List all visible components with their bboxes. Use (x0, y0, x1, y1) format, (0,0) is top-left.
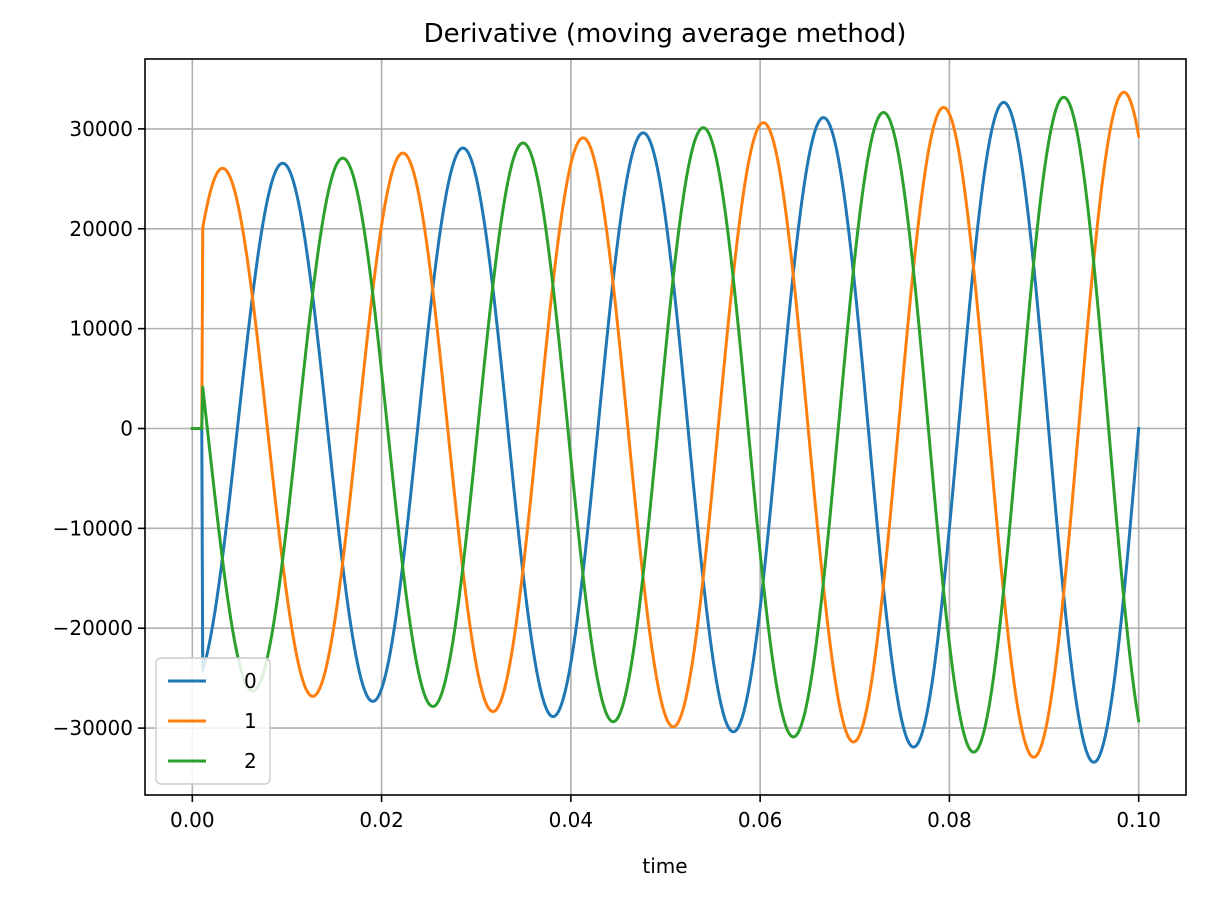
x-tick-label: 0.04 (549, 808, 594, 832)
y-axis-ticks: −30000 −20000 −10000 0 10000 20000 30000 (53, 117, 145, 740)
grid (145, 59, 1186, 795)
series-line-1 (190, 90, 1141, 759)
x-axis-label: time (642, 854, 687, 878)
x-tick-label: 0.10 (1116, 808, 1161, 832)
x-tick-label: 0.08 (927, 808, 972, 832)
legend-box (155, 657, 271, 785)
legend-label-0: 0 (244, 669, 257, 693)
axes-frame (144, 58, 1187, 796)
plot-area (190, 90, 1141, 764)
series-line-2 (190, 95, 1141, 754)
x-axis-ticks: 0.00 0.02 0.04 0.06 0.08 0.10 (170, 795, 1161, 832)
y-tick-label: −30000 (53, 716, 133, 740)
y-tick-label: −10000 (53, 516, 133, 540)
series-line-0 (190, 100, 1141, 764)
legend-label-1: 1 (244, 709, 257, 733)
chart-title: Derivative (moving average method) (424, 19, 907, 49)
y-tick-label: 10000 (69, 317, 133, 341)
y-tick-label: 30000 (69, 117, 133, 141)
x-tick-label: 0.02 (359, 808, 404, 832)
y-tick-label: 0 (120, 416, 133, 440)
legend: 0 1 2 (155, 657, 271, 785)
legend-label-2: 2 (244, 749, 257, 773)
legend-entries: 0 1 2 (168, 669, 257, 773)
series-layer (190, 90, 1141, 764)
x-tick-label: 0.06 (738, 808, 783, 832)
y-tick-label: 20000 (69, 217, 133, 241)
x-tick-label: 0.00 (170, 808, 215, 832)
y-tick-label: −20000 (53, 616, 133, 640)
